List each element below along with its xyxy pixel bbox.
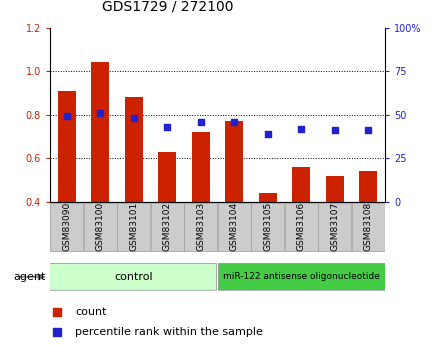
Point xyxy=(197,119,204,125)
Bar xyxy=(124,97,143,202)
Text: agent: agent xyxy=(13,272,46,282)
Bar xyxy=(158,152,176,202)
Text: GSM83100: GSM83100 xyxy=(95,202,105,252)
Bar xyxy=(57,91,76,202)
Text: GSM83090: GSM83090 xyxy=(62,202,71,252)
Text: GSM83106: GSM83106 xyxy=(296,202,305,252)
Bar xyxy=(224,121,243,202)
Bar xyxy=(351,203,384,251)
Text: GDS1729 / 272100: GDS1729 / 272100 xyxy=(101,0,233,14)
Bar xyxy=(317,203,351,251)
Point xyxy=(331,128,338,133)
Bar xyxy=(83,203,117,251)
Bar xyxy=(150,203,184,251)
Bar xyxy=(117,203,150,251)
Bar xyxy=(358,171,377,202)
FancyBboxPatch shape xyxy=(48,264,216,290)
Text: miR-122 antisense oligonucleotide: miR-122 antisense oligonucleotide xyxy=(222,272,379,282)
Text: GSM83108: GSM83108 xyxy=(363,202,372,252)
Bar xyxy=(284,203,317,251)
Point xyxy=(297,126,304,131)
Text: GSM83101: GSM83101 xyxy=(129,202,138,252)
Bar xyxy=(191,132,210,202)
Point xyxy=(264,131,271,137)
Point xyxy=(63,114,70,119)
Point xyxy=(97,110,104,116)
Point xyxy=(164,124,171,130)
Point xyxy=(53,330,60,335)
Text: GSM83103: GSM83103 xyxy=(196,202,205,252)
Bar xyxy=(250,203,284,251)
Text: percentile rank within the sample: percentile rank within the sample xyxy=(75,327,263,337)
Text: control: control xyxy=(114,272,153,282)
Bar xyxy=(50,203,83,251)
Bar xyxy=(291,167,310,202)
Bar xyxy=(91,62,109,202)
Text: GSM83105: GSM83105 xyxy=(263,202,272,252)
Point xyxy=(364,128,371,133)
Text: GSM83104: GSM83104 xyxy=(229,202,238,252)
Bar xyxy=(258,193,276,202)
Text: GSM83107: GSM83107 xyxy=(329,202,339,252)
Point xyxy=(53,309,60,315)
Text: count: count xyxy=(75,307,106,317)
Bar xyxy=(325,176,343,202)
FancyBboxPatch shape xyxy=(218,264,386,290)
Text: GSM83102: GSM83102 xyxy=(162,202,171,252)
Point xyxy=(230,119,237,125)
Point xyxy=(130,116,137,121)
Bar xyxy=(217,203,250,251)
Bar xyxy=(184,203,217,251)
